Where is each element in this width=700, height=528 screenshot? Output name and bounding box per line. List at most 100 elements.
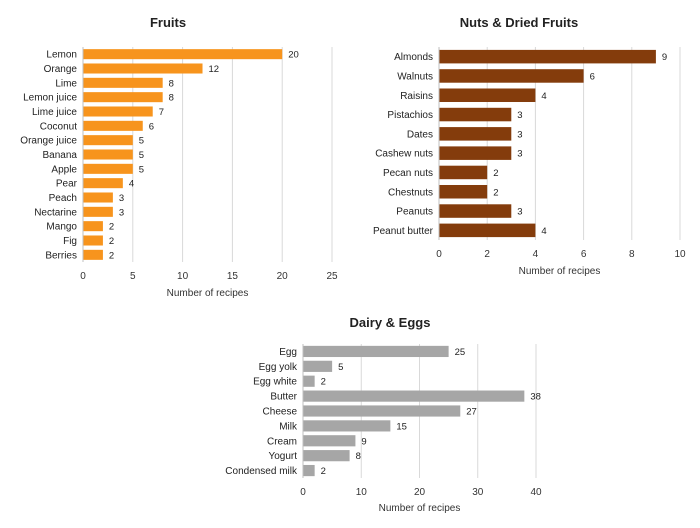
bar-peanuts	[439, 204, 512, 218]
bar-dates	[439, 127, 512, 141]
data-label: 7	[159, 107, 164, 118]
x-axis-title: Number of recipes	[519, 266, 601, 277]
x-tick-label: 15	[227, 271, 239, 282]
category-label: Cashew nuts	[375, 149, 433, 160]
bar-peanut-butter	[439, 223, 536, 238]
x-tick-label: 8	[629, 249, 635, 260]
category-label: Orange juice	[20, 136, 77, 147]
category-label: Walnuts	[397, 71, 433, 82]
bar-cashew-nuts	[439, 146, 512, 160]
data-label: 4	[541, 91, 546, 102]
bar-butter	[303, 390, 525, 402]
bar-banana	[83, 149, 133, 160]
category-label: Banana	[43, 150, 78, 161]
chart-title: Dairy & Eggs	[350, 315, 431, 330]
data-label: 5	[139, 150, 144, 161]
data-label: 5	[139, 136, 144, 147]
x-axis-title: Number of recipes	[379, 503, 461, 514]
data-label: 6	[590, 71, 595, 82]
bar-condensed-milk	[303, 464, 315, 477]
data-label: 3	[517, 149, 522, 160]
bar-egg-white	[303, 375, 315, 387]
category-label: Condensed milk	[225, 466, 298, 477]
category-label: Almonds	[394, 52, 433, 63]
category-label: Peanut butter	[373, 226, 434, 237]
x-tick-label: 30	[472, 487, 484, 498]
data-label: 12	[209, 64, 220, 75]
category-label: Pecan nuts	[383, 168, 433, 179]
category-label: Fig	[63, 236, 77, 247]
x-tick-label: 0	[80, 271, 86, 282]
data-label: 3	[119, 207, 124, 218]
category-label: Egg yolk	[259, 362, 298, 373]
bar-milk	[303, 420, 391, 432]
category-label: Cream	[267, 436, 297, 447]
data-label: 8	[356, 451, 361, 462]
chart-dairy-and-eggs: Dairy & Eggs 0 10 20 30 40 Egg 25 Egg yolk 5 Egg w…	[225, 315, 542, 514]
category-label: Lemon	[46, 50, 77, 61]
bar-yogurt	[303, 450, 350, 462]
x-tick-label: 4	[533, 249, 539, 260]
data-label: 15	[396, 421, 407, 432]
x-tick-label: 10	[356, 487, 368, 498]
bar-almonds	[439, 49, 656, 64]
data-label: 4	[541, 226, 546, 237]
category-label: Orange	[44, 64, 78, 75]
category-label: Berries	[45, 250, 77, 261]
category-label: Yogurt	[268, 451, 297, 462]
chart-title: Fruits	[150, 15, 186, 30]
category-label: Lime juice	[32, 107, 77, 118]
data-label: 4	[129, 179, 134, 190]
x-tick-label: 0	[300, 487, 306, 498]
category-label: Peanuts	[396, 207, 433, 218]
x-tick-label: 20	[277, 271, 289, 282]
x-tick-label: 6	[581, 249, 587, 260]
bar-mango	[83, 221, 103, 232]
category-label: Pear	[56, 179, 78, 190]
data-label: 2	[109, 222, 114, 233]
data-label: 9	[361, 436, 366, 447]
data-label: 2	[493, 187, 498, 198]
bar-lemon	[83, 49, 283, 60]
category-label: Mango	[46, 222, 77, 233]
data-label: 9	[662, 52, 667, 63]
data-label: 3	[517, 129, 522, 140]
data-label: 20	[288, 50, 299, 61]
bar-raisins	[439, 88, 536, 103]
bar-lime	[83, 77, 163, 88]
category-label: Cheese	[263, 407, 298, 418]
category-label: Raisins	[400, 91, 433, 102]
data-label: 38	[530, 392, 541, 403]
x-axis-title: Number of recipes	[167, 288, 249, 299]
category-label: Peach	[49, 193, 77, 204]
category-label: Butter	[270, 392, 297, 403]
x-tick-label: 40	[530, 487, 542, 498]
x-tick-label: 0	[436, 249, 442, 260]
data-label: 27	[466, 407, 477, 418]
data-label: 8	[169, 93, 174, 104]
chart-nuts-and-dried-fruits: Nuts & Dried Fruits 0 2 4 6 8 10 Almonds 9 Walnut…	[373, 15, 686, 277]
category-label: Apple	[51, 164, 77, 175]
category-label: Coconut	[40, 121, 77, 132]
category-label: Egg	[279, 347, 297, 358]
bar-peach	[83, 192, 113, 203]
category-label: Dates	[407, 129, 433, 140]
bar-egg	[303, 345, 449, 358]
bar-cream	[303, 435, 356, 447]
chart-title: Nuts & Dried Fruits	[460, 15, 578, 30]
bar-fig	[83, 235, 103, 246]
data-label: 2	[321, 466, 326, 477]
category-label: Chestnuts	[388, 187, 433, 198]
bar-egg-yolk	[303, 360, 333, 372]
bar-lime-juice	[83, 106, 153, 117]
data-label: 2	[109, 250, 114, 261]
bar-nectarine	[83, 206, 113, 217]
bar-pecan-nuts	[439, 165, 488, 180]
data-label: 3	[119, 193, 124, 204]
bar-pistachios	[439, 107, 512, 122]
x-tick-label: 5	[130, 271, 136, 282]
bar-orange	[83, 63, 203, 74]
x-tick-label: 10	[177, 271, 189, 282]
